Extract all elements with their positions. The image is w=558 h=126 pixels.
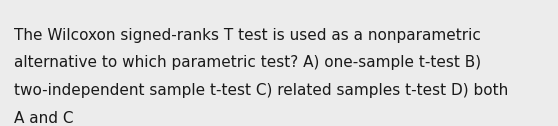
- Text: two-independent sample t-test C) related samples t-test D) both: two-independent sample t-test C) related…: [14, 83, 508, 98]
- Text: A and C: A and C: [14, 111, 74, 126]
- Text: The Wilcoxon signed-ranks T test is used as a nonparametric: The Wilcoxon signed-ranks T test is used…: [14, 28, 481, 43]
- Text: alternative to which parametric test? A) one-sample t-test B): alternative to which parametric test? A)…: [14, 55, 481, 70]
